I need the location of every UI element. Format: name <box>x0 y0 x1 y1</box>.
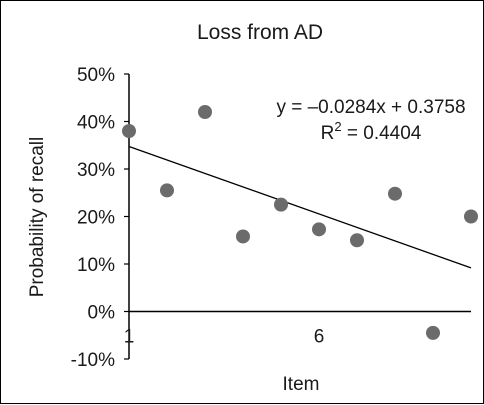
data-point <box>236 229 250 244</box>
r-squared-label: R2 = 0.4404 <box>321 119 422 144</box>
chart-title: Loss from AD <box>197 21 323 44</box>
y-tick-label: 40% <box>77 113 115 134</box>
tick-labels-layer: 50% 40% 30% 20% 10% 0% -10% 1 6 <box>71 65 325 371</box>
y-tick-label: -10% <box>71 350 115 371</box>
trendline-equation: y = –0.0284x + 0.3758 <box>276 97 465 118</box>
y-tick-label: 50% <box>77 65 115 86</box>
axes-layer <box>124 73 471 360</box>
data-point <box>388 186 402 201</box>
r-squared-prefix: R <box>321 123 335 144</box>
r-squared-exponent: 2 <box>334 119 341 134</box>
y-axis-label: Probability of recall <box>27 137 48 298</box>
x-tick-label: 1 <box>124 327 135 348</box>
y-tick-label: 0% <box>88 303 116 324</box>
data-point <box>464 209 478 224</box>
x-axis-label: Item <box>283 374 320 395</box>
data-point <box>312 222 326 237</box>
data-point <box>426 325 440 340</box>
data-point <box>122 124 136 138</box>
trendline <box>128 145 472 269</box>
points-layer <box>122 105 478 340</box>
data-point <box>160 183 174 198</box>
data-point <box>198 105 212 119</box>
y-tick-label: 20% <box>77 208 115 229</box>
data-point <box>274 197 288 212</box>
data-point <box>350 233 364 248</box>
y-tick-label: 30% <box>77 160 115 181</box>
trendline-layer <box>128 145 472 269</box>
y-tick-label: 10% <box>77 255 115 276</box>
x-tick-label: 6 <box>314 327 325 348</box>
r-squared-value: = 0.4404 <box>342 123 422 144</box>
